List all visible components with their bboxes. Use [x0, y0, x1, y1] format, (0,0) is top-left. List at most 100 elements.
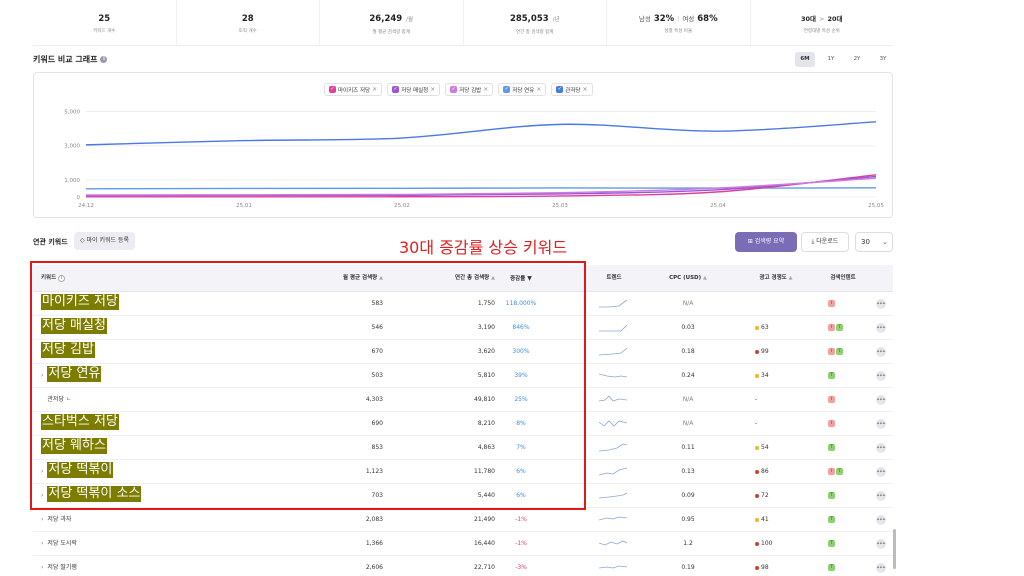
- intent-tag: I: [828, 468, 835, 475]
- more-options-button[interactable]: •••: [876, 412, 888, 436]
- keyword-cell[interactable]: 마이키즈 저당: [41, 292, 119, 316]
- legend-chip[interactable]: ✓ 저당 김밥 ×: [445, 83, 494, 96]
- page-size-select[interactable]: 30 ⌄: [855, 232, 893, 252]
- more-options-button[interactable]: •••: [876, 316, 888, 340]
- chevron-right-icon[interactable]: ›: [41, 540, 44, 547]
- intent-cell: T: [828, 484, 858, 508]
- stat-monthly-total: 26,249 /월 월 평균 검색량 합계: [320, 0, 464, 45]
- keyword-cell[interactable]: › 저당 과자: [41, 508, 71, 532]
- keyword-cell[interactable]: › 저당 연유: [41, 364, 102, 388]
- table-row[interactable]: 스타벅스 저당 690 8,210 8% N/A - I •••: [33, 412, 893, 436]
- keyword-cell[interactable]: 저당 김밥: [41, 340, 95, 364]
- competition-dot-icon: [755, 445, 759, 450]
- series-line[interactable]: [85, 174, 877, 198]
- table-row[interactable]: › 저당 도시락 1,366 16,440 -1% 1.2 100 T •••: [33, 532, 893, 556]
- checkbox-icon[interactable]: ✓: [556, 86, 564, 93]
- close-icon[interactable]: ×: [582, 86, 588, 93]
- checkbox-icon[interactable]: ✓: [450, 86, 458, 93]
- more-options-button[interactable]: •••: [876, 292, 888, 316]
- sparkline-icon: [598, 443, 628, 451]
- table-row[interactable]: › 저당 떡볶이 1,123 11,780 6% 0.13 86 I T •••: [33, 460, 893, 484]
- table-header: 키워드 i 월 평균 검색량 ▲ 연간 총 검색량 ▲ 증감률 ▼ 트렌드 CP…: [33, 265, 893, 292]
- more-options-button[interactable]: •••: [876, 340, 888, 364]
- more-options-button[interactable]: •••: [876, 436, 888, 460]
- intent-cell: T: [828, 532, 858, 556]
- intent-tag: I: [828, 348, 835, 355]
- monthly-volume: 1,123: [365, 468, 383, 475]
- legend-chip[interactable]: ✓ 저당 매실청 ×: [387, 83, 441, 96]
- range-6m[interactable]: 6M: [795, 52, 815, 67]
- close-icon[interactable]: ×: [372, 86, 378, 93]
- more-options-button[interactable]: •••: [876, 508, 888, 532]
- close-icon[interactable]: ×: [483, 86, 489, 93]
- legend-chip[interactable]: ✓ 관저당 ×: [551, 83, 593, 96]
- chevron-right-icon[interactable]: ›: [41, 372, 44, 379]
- legend-chip[interactable]: ✓ 저당 연유 ×: [498, 83, 547, 96]
- more-options-button[interactable]: •••: [876, 388, 888, 412]
- header-rate[interactable]: 증감률 ▼: [510, 275, 532, 282]
- more-options-button[interactable]: •••: [876, 532, 888, 556]
- header-competition[interactable]: 광고 경쟁도 ▲: [759, 275, 793, 281]
- series-line[interactable]: [85, 121, 877, 146]
- table-row[interactable]: 마이키즈 저당 583 1,750 118,000% N/A I •••: [33, 292, 893, 316]
- info-icon[interactable]: i: [100, 56, 108, 63]
- checkbox-icon[interactable]: ✓: [392, 86, 400, 93]
- chevron-right-icon[interactable]: ›: [41, 516, 44, 523]
- y-tick-label: 1,000: [64, 178, 80, 184]
- chevron-right-icon[interactable]: ›: [41, 468, 44, 475]
- keyword-text: 저당 딸기잼: [47, 564, 77, 571]
- legend-chip[interactable]: ✓ 마이키즈 저당 ×: [324, 83, 383, 96]
- download-button[interactable]: ⤓ 다운로드: [801, 232, 849, 252]
- competition-cell: 72: [755, 484, 795, 508]
- checkbox-icon[interactable]: ✓: [503, 86, 511, 93]
- more-options-button[interactable]: •••: [876, 484, 888, 508]
- header-cpc[interactable]: CPC (USD) ▲: [669, 275, 707, 281]
- search-summary-button[interactable]: ⊞ 검색량 요약: [735, 232, 797, 252]
- chevron-right-icon[interactable]: ›: [41, 564, 44, 571]
- table-row[interactable]: › 저당 과자 2,083 21,490 -1% 0.95 41 T •••: [33, 508, 893, 532]
- table-row[interactable]: › 저당 연유 503 5,810 39% 0.24 34 T •••: [33, 364, 893, 388]
- table-row[interactable]: › 저당 떡볶이 소스 703 5,440 6% 0.09 72 T •••: [33, 484, 893, 508]
- keyword-cell[interactable]: ›관저당 ㄴ: [41, 388, 71, 412]
- keyword-cell[interactable]: 저당 웨하스: [41, 436, 107, 460]
- ellipsis-icon: •••: [876, 538, 886, 549]
- keyword-cell[interactable]: 저당 매실청: [41, 316, 107, 340]
- chevron-right-icon[interactable]: ›: [41, 492, 44, 499]
- range-2y[interactable]: 2Y: [853, 56, 861, 62]
- header-keyword[interactable]: 키워드 i: [41, 265, 66, 292]
- header-monthly[interactable]: 월 평균 검색량 ▲: [343, 275, 383, 281]
- more-options-button[interactable]: •••: [876, 460, 888, 484]
- yearly-volume: 22,710: [474, 564, 495, 571]
- intent-cell: I: [828, 412, 858, 436]
- flag-icon: ㄴ: [65, 396, 72, 403]
- keyword-text: 마이키즈 저당: [41, 294, 119, 310]
- more-options-button[interactable]: •••: [876, 364, 888, 388]
- competition-value: 72: [761, 492, 769, 499]
- table-row[interactable]: 저당 매실청 546 3,190 846% 0.03 63 I T •••: [33, 316, 893, 340]
- close-icon[interactable]: ×: [536, 86, 542, 93]
- competition-dot-icon: [755, 373, 759, 378]
- header-yearly[interactable]: 연간 총 검색량 ▲: [455, 275, 495, 281]
- range-1y[interactable]: 1Y: [827, 56, 835, 62]
- register-keyword-button[interactable]: ◇ 마이 키워드 등록: [74, 232, 135, 250]
- table-row[interactable]: ›관저당 ㄴ 4,303 49,810 25% N/A - I •••: [33, 388, 893, 412]
- table-row[interactable]: 저당 김밥 670 3,620 300% 0.18 99 I T •••: [33, 340, 893, 364]
- table-row[interactable]: › 저당 딸기잼 2,606 22,710 -3% 0.19 98 T •••: [33, 556, 893, 576]
- keyword-cell[interactable]: 스타벅스 저당: [41, 412, 119, 436]
- scrollbar[interactable]: [893, 529, 896, 569]
- checkbox-icon[interactable]: ✓: [329, 86, 336, 93]
- yearly-volume: 3,620: [477, 348, 495, 355]
- more-options-button[interactable]: •••: [876, 556, 888, 576]
- sort-icon: ▲: [788, 275, 793, 281]
- keyword-cell[interactable]: › 저당 떡볶이 소스: [41, 484, 142, 508]
- keyword-cell[interactable]: › 저당 딸기잼: [41, 556, 77, 576]
- change-rate: 7%: [516, 444, 526, 451]
- keyword-cell[interactable]: › 저당 도시락: [41, 532, 77, 556]
- range-3y[interactable]: 3Y: [879, 56, 887, 62]
- keyword-cell[interactable]: › 저당 떡볶이: [41, 460, 114, 484]
- series-line[interactable]: [85, 177, 877, 196]
- close-icon[interactable]: ×: [430, 86, 436, 93]
- sort-icon: ▲: [491, 275, 495, 281]
- monthly-volume: 690: [371, 420, 383, 427]
- table-row[interactable]: 저당 웨하스 853 4,863 7% 0.11 54 T •••: [33, 436, 893, 460]
